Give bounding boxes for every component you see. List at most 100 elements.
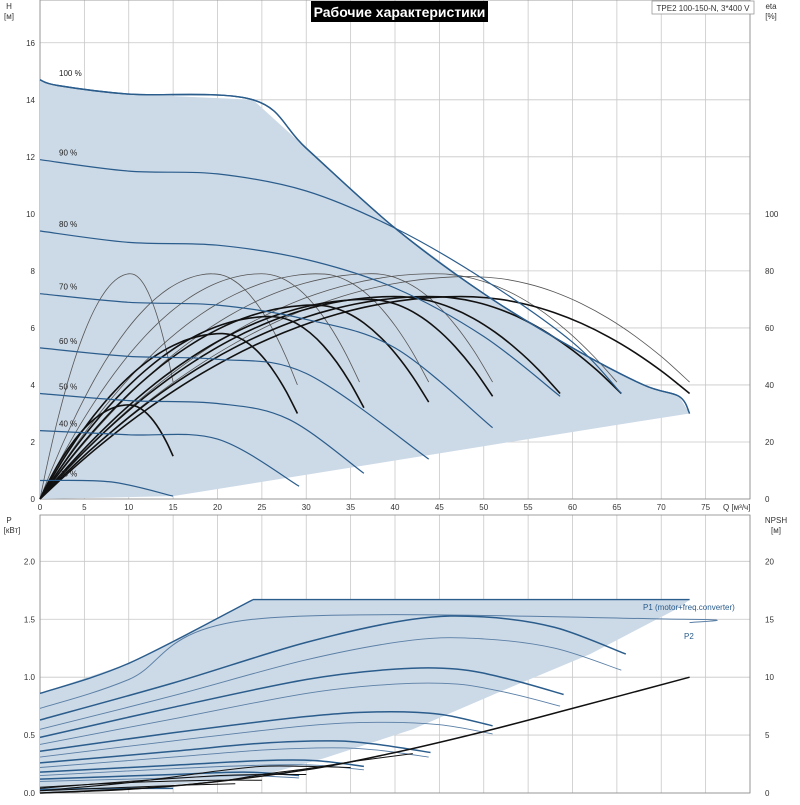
power-right-tick-label: 15 <box>765 615 774 624</box>
q-tick-label: 10 <box>124 503 133 512</box>
p1-power-curve <box>39 740 431 764</box>
p2-power-curve <box>39 721 493 758</box>
speed-label: 40 % <box>59 420 77 429</box>
p1-power-curve <box>39 615 627 721</box>
power-right-tick-label: 0 <box>765 789 770 798</box>
power-left-tick-label: 1.5 <box>24 615 36 624</box>
p2-power-curve <box>39 682 561 745</box>
perf-right-tick-label: 20 <box>765 438 774 447</box>
q-tick-label: 25 <box>257 503 266 512</box>
perf-left-tick-label: 14 <box>26 96 35 105</box>
perf-left-tick-label: 6 <box>31 324 36 333</box>
q-tick-label: 40 <box>391 503 400 512</box>
power-right-tick-label: 5 <box>765 731 770 740</box>
p-axis-unit: [кВт] <box>4 526 21 535</box>
perf-left-tick-label: 16 <box>26 39 35 48</box>
efficiency-curve <box>39 273 360 500</box>
power-left-tick-label: 0.0 <box>24 789 36 798</box>
q-tick-label: 5 <box>82 503 87 512</box>
model-label: TPE2 100-150-N, 3*400 V <box>657 4 751 13</box>
p1-power-curve <box>39 711 493 753</box>
perf-right-tick-label: 40 <box>765 381 774 390</box>
perf-left-tick-label: 2 <box>31 438 36 447</box>
p2-curve-label: P2 <box>684 632 694 641</box>
efficiency-curve <box>39 298 494 500</box>
npsh-partial-curve <box>39 779 262 788</box>
title-background <box>311 1 488 22</box>
power-right-tick-label: 10 <box>765 673 774 682</box>
p1-power-curve <box>39 759 364 773</box>
efficiency-curve <box>39 273 298 500</box>
h-axis-label: H <box>6 2 12 11</box>
perf-left-tick-label: 8 <box>31 267 36 276</box>
efficiency-curve <box>39 273 430 500</box>
q-tick-label: 60 <box>568 503 577 512</box>
power-plot: 0.0 0.5 1.0 1.5 2.0 0 5 10 15 20 <box>24 514 774 798</box>
efficiency-curve <box>39 295 691 500</box>
performance-plot: 0 2 4 6 8 10 12 14 16 0 20 40 60 80 100 0 5 10 15 20 25 30 35 4… <box>26 0 779 512</box>
p1-power-curve <box>39 667 564 739</box>
speed-label: 90 % <box>59 149 77 158</box>
speed-label: 60 % <box>59 337 77 346</box>
speed-label: 80 % <box>59 220 77 229</box>
head-curve <box>39 430 300 487</box>
q-axis-label: Q [м³/ч] <box>723 503 750 512</box>
npsh-curve <box>39 676 690 794</box>
npsh-partial-curve <box>39 783 236 792</box>
power-frame <box>39 514 751 794</box>
power-envelope <box>40 599 690 793</box>
efficiency-curve <box>39 273 174 500</box>
power-left-tick-label: 0.5 <box>24 731 36 740</box>
speed-label: 70 % <box>59 283 77 292</box>
head-curve <box>39 293 493 429</box>
npsh-axis-unit: [м] <box>771 526 781 535</box>
operating-envelope <box>40 79 690 500</box>
perf-left-tick-label: 0 <box>31 495 36 504</box>
speed-label: 100 % <box>59 69 82 78</box>
head-curve <box>39 230 561 397</box>
model-label-box <box>651 0 755 15</box>
efficiency-curve <box>39 315 365 500</box>
perf-right-tick-label: 0 <box>765 495 770 504</box>
perf-left-tick-label: 4 <box>31 381 36 390</box>
p1-curve-label: P1 (motor+freq.converter) <box>643 603 735 612</box>
q-tick-label: 50 <box>479 503 488 512</box>
perf-left-tick-label: 12 <box>26 153 35 162</box>
p2-power-curve <box>39 747 429 768</box>
q-tick-label: 65 <box>612 503 621 512</box>
q-tick-label: 15 <box>169 503 178 512</box>
efficiency-curve <box>39 332 299 500</box>
head-curve <box>39 347 430 460</box>
eta-axis-label: eta <box>765 2 777 11</box>
head-curve <box>39 392 365 474</box>
h-axis-unit: [м] <box>4 12 14 21</box>
q-tick-label: 20 <box>213 503 222 512</box>
npsh-axis-label: NPSH <box>765 516 787 525</box>
q-tick-label: 45 <box>435 503 444 512</box>
p2-power-curve <box>39 637 622 730</box>
q-tick-label: 0 <box>38 503 43 512</box>
head-curve <box>39 479 174 497</box>
perf-right-tick-label: 80 <box>765 267 774 276</box>
efficiency-curve <box>39 273 618 500</box>
speed-label: 50 % <box>59 382 77 391</box>
power-left-tick-label: 1.0 <box>24 673 36 682</box>
efficiency-curve <box>39 304 430 500</box>
q-tick-label: 30 <box>302 503 311 512</box>
efficiency-curve <box>39 295 561 500</box>
p1-rise-line <box>39 598 254 695</box>
chart-title: Рабочие характеристики <box>314 4 486 20</box>
eta-axis-unit: [%] <box>765 12 777 21</box>
q-tick-label: 75 <box>701 503 710 512</box>
q-tick-label: 70 <box>657 503 666 512</box>
p2-max-line <box>39 614 718 709</box>
npsh-partial-curve <box>39 765 351 792</box>
perf-left-tick-label: 10 <box>26 210 35 219</box>
efficiency-curve <box>39 273 493 500</box>
q-tick-label: 35 <box>346 503 355 512</box>
head-curve <box>39 159 622 394</box>
speed-label: 25 % <box>59 469 77 478</box>
max-speed-edge <box>39 79 691 414</box>
